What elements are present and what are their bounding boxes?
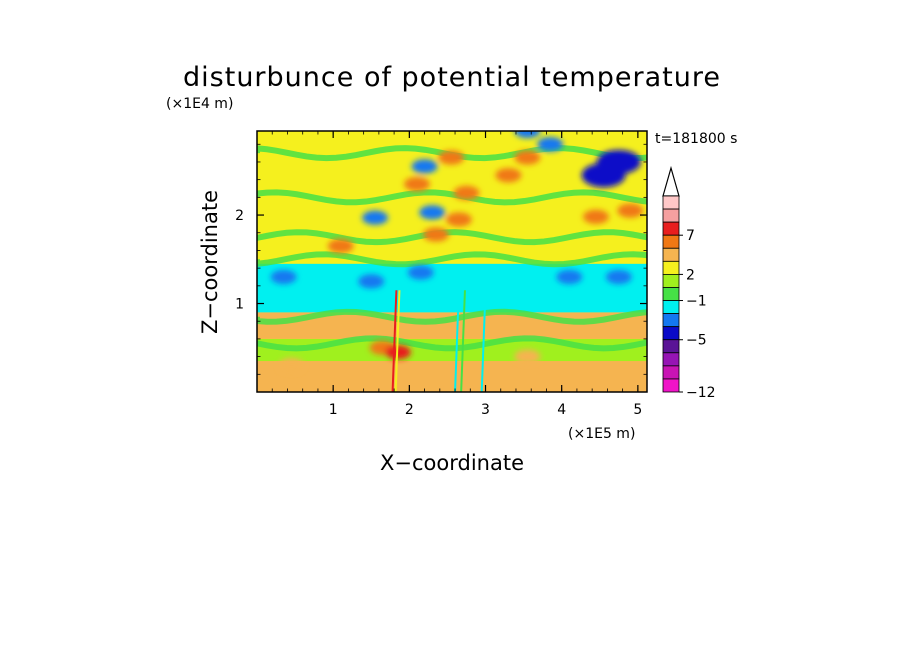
colorbar-swatch [662, 313, 680, 328]
time-label: t=181800 s [655, 131, 737, 147]
colorbar-tick-label: 2 [686, 267, 695, 283]
colorbar-swatch [662, 326, 680, 341]
contour-feature [278, 358, 305, 373]
contour-feature [358, 274, 385, 289]
contour-bands [257, 131, 647, 392]
x-tick-label: 1 [329, 402, 338, 418]
colorbar-tick-label: −12 [686, 385, 716, 401]
y-tick-label: 1 [235, 297, 244, 313]
y-unit-label: (×1E4 m) [166, 96, 233, 112]
colorbar-swatch [662, 352, 680, 367]
colorbar-swatch [662, 339, 680, 354]
colorbar-swatch [662, 378, 680, 393]
contour-feature [514, 349, 541, 364]
contour-stripe [257, 189, 647, 206]
contour-stripe [257, 335, 647, 352]
contour-band [257, 263, 647, 313]
colorbar-swatch [662, 260, 680, 275]
x-tick-label: 3 [481, 402, 490, 418]
y-tick-label: 2 [235, 208, 244, 224]
contour-features [270, 131, 644, 373]
y-axis: 12 [235, 143, 647, 375]
colorbar-extend-arrow [662, 165, 680, 197]
plot-area [257, 131, 647, 392]
colorbar-swatch [662, 234, 680, 249]
contour-streak [454, 290, 460, 392]
contour-feature [514, 131, 541, 139]
x-axis-label: X−coordinate [380, 451, 524, 475]
colorbar-swatch [662, 247, 680, 262]
contour-feature [423, 227, 450, 242]
contour-feature [617, 203, 644, 218]
contour-feature [556, 269, 583, 285]
contour-feature [453, 185, 480, 201]
colorbar-tick-label: −5 [686, 333, 707, 349]
plot-frame [256, 130, 648, 393]
contour-stripe [257, 308, 647, 325]
contour-feature [362, 210, 389, 225]
colorbar-swatch [662, 273, 680, 288]
contour-streak [480, 290, 487, 392]
colorbar-swatch [662, 208, 680, 223]
contour-streak [391, 290, 398, 392]
contour-feature [445, 212, 472, 227]
contour-feature [419, 205, 446, 220]
contour-feature [327, 238, 354, 254]
y-axis-label: Z−coordinate [198, 190, 222, 334]
chart-title: disturbunce of potential temperature [183, 62, 721, 93]
contour-stripe [257, 229, 647, 246]
contour-feature [411, 159, 438, 174]
contour-band [257, 361, 647, 392]
colorbar-swatch [662, 300, 680, 314]
contour-feature [403, 176, 430, 192]
contour-feature [537, 137, 564, 152]
contour-streaks [391, 290, 487, 392]
x-unit-label: (×1E5 m) [568, 426, 635, 442]
colorbar-swatch [662, 195, 680, 210]
x-tick-label: 4 [557, 402, 566, 418]
contour-feature [514, 150, 541, 165]
contour-feature [270, 269, 297, 285]
contour-feature [605, 269, 632, 285]
x-tick-label: 5 [633, 402, 642, 418]
colorbar-swatch [662, 287, 680, 301]
contour-streak [460, 290, 466, 392]
x-axis: 1 2 3 4 5 [271, 131, 642, 418]
colorbar: 7 2 −1 −5 −12 [662, 165, 716, 401]
colorbar-swatch [662, 365, 680, 380]
colorbar-tick-label: −1 [686, 294, 707, 310]
colorbar-tick-label: 7 [686, 228, 695, 244]
contour-feature [495, 168, 522, 183]
contour-streak [394, 290, 401, 392]
colorbar-swatch [662, 221, 680, 236]
x-tick-label: 2 [405, 402, 414, 418]
contour-feature [438, 150, 465, 165]
contour-feature [407, 265, 434, 280]
contour-feature [596, 149, 641, 175]
contour-feature [582, 209, 609, 224]
contour-stripe [257, 251, 647, 268]
